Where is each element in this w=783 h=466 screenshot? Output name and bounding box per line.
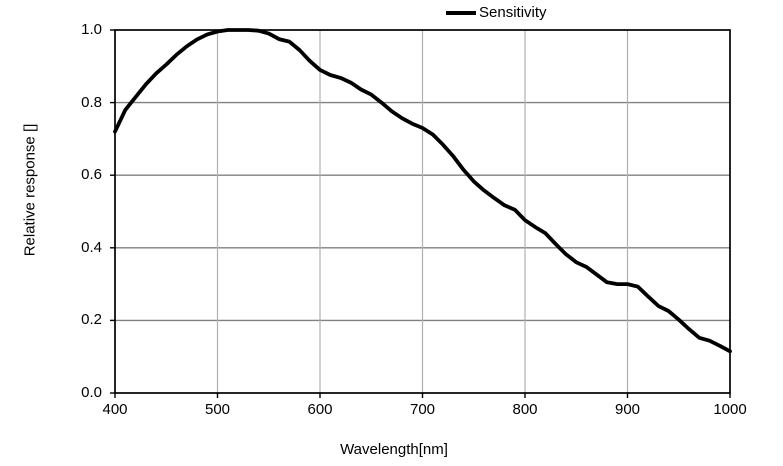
plot-frame	[114, 29, 731, 394]
y-tick-label: 0.0	[81, 384, 102, 401]
sensitivity-curve	[113, 28, 732, 354]
y-tick-label: 1.0	[81, 21, 102, 38]
x-tick-label: 400	[102, 401, 128, 418]
x-tick-label: 700	[409, 401, 436, 418]
y-axis-title: Relative response []	[21, 123, 39, 257]
x-tick-label: 1000	[713, 401, 747, 418]
legend-line-swatch	[446, 11, 476, 15]
y-tick-label: 0.2	[81, 311, 102, 329]
x-axis-title: Wavelength[nm]	[340, 441, 448, 458]
y-tick-label: 0.4	[81, 238, 102, 256]
x-tick-label: 900	[614, 401, 641, 418]
y-tick-label: 0.6	[81, 166, 102, 184]
x-tick-label: 500	[204, 401, 231, 418]
x-tick-label: 800	[512, 401, 538, 418]
chart-legend: Sensitivity	[446, 4, 547, 22]
x-tick-label: 600	[307, 401, 333, 418]
legend-series-label: Sensitivity	[479, 4, 547, 21]
y-tick-label: 0.8	[81, 93, 102, 111]
